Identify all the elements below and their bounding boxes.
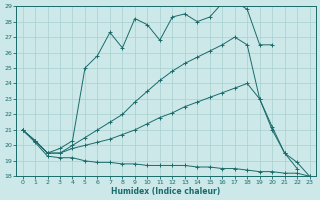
X-axis label: Humidex (Indice chaleur): Humidex (Indice chaleur) (111, 187, 221, 196)
